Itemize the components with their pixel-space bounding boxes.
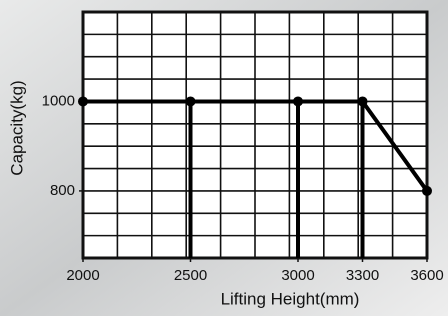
- data-point: [186, 96, 196, 106]
- data-point: [293, 96, 303, 106]
- chart: Capacity(kg) Lifting Height(mm) 800 1000 2…: [0, 0, 448, 316]
- x-tick-label: 3300: [346, 267, 379, 284]
- y-axis-label: Capacity(kg): [7, 80, 26, 175]
- x-tick-label: 3000: [281, 267, 314, 284]
- data-point: [358, 96, 368, 106]
- x-tick-label: 2500: [174, 267, 207, 284]
- x-tick-label: 3600: [410, 267, 443, 284]
- data-point: [422, 186, 432, 196]
- x-axis-label: Lifting Height(mm): [221, 289, 360, 308]
- grid: [83, 12, 427, 258]
- y-tick-label: 1000: [42, 92, 75, 109]
- y-tick-label: 800: [50, 182, 75, 199]
- data-point: [78, 96, 88, 106]
- x-tick-label: 2000: [66, 267, 99, 284]
